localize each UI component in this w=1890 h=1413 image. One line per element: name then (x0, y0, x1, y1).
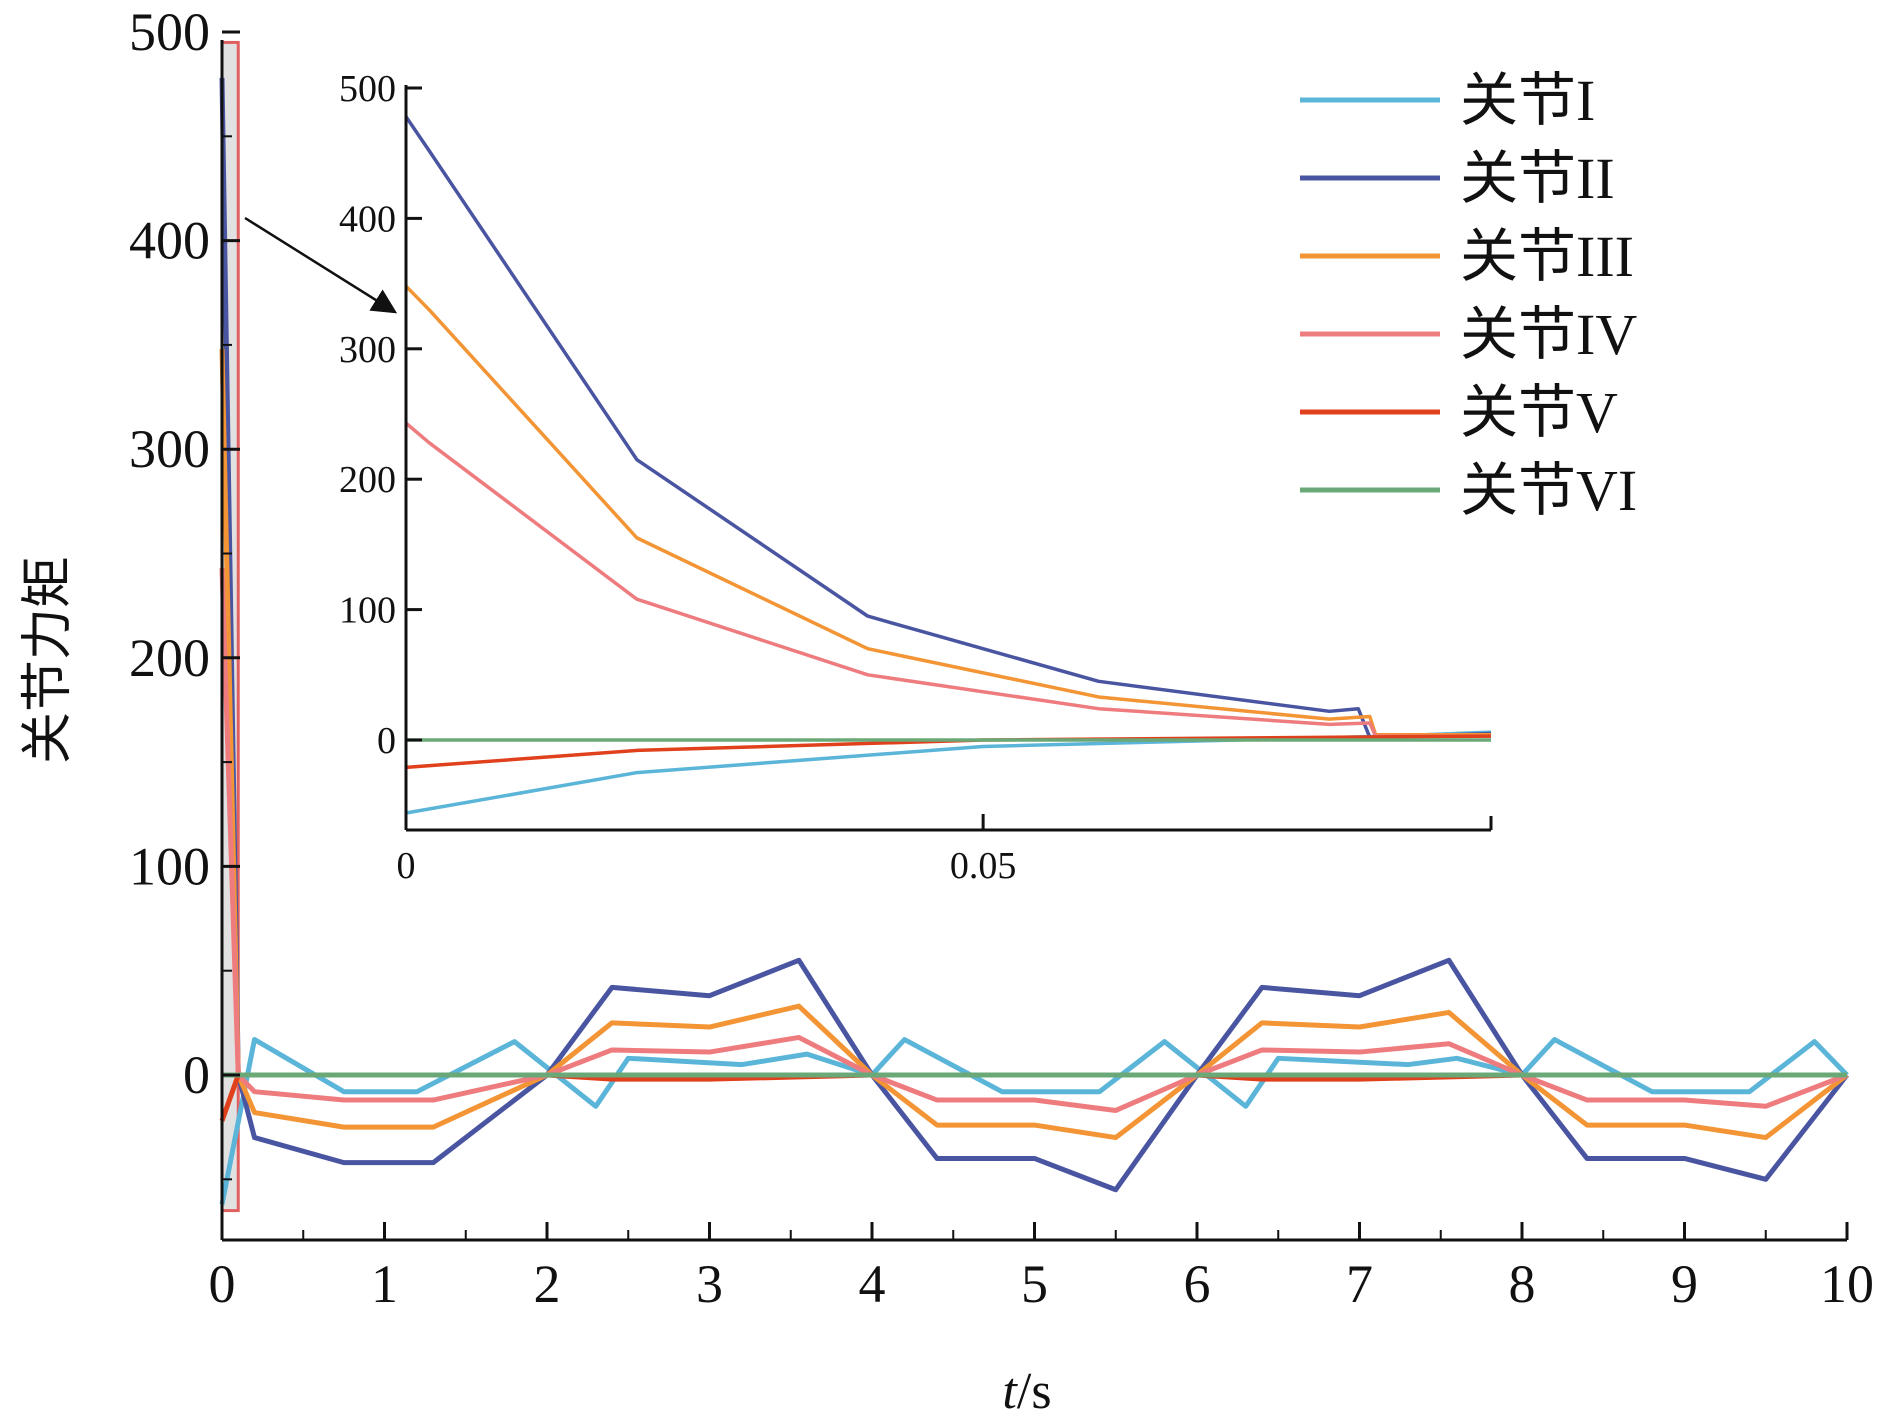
main-series-line-1 (219, 1037, 1849, 1205)
inset-axes: 0 100 200 300 400 500 0 0.05 (339, 68, 1493, 887)
x-axis-label-unit: /s (1017, 1363, 1052, 1413)
y-axis-label: 关节力矩 (20, 556, 77, 764)
y-tick-label: 100 (129, 836, 210, 896)
legend: 关节I 关节II 关节III 关节IV 关节V 关节VI (1300, 68, 1637, 523)
zoom-arrow (244, 216, 398, 314)
y-tick-label: 500 (129, 2, 210, 62)
main-series-line-2 (219, 77, 1849, 1193)
inset-series-line-4 (404, 421, 1491, 738)
main-series-group (219, 77, 1849, 1205)
legend-label: 关节IV (1460, 302, 1637, 367)
x-tick-label: 10 (1820, 1254, 1874, 1314)
inset-y-tick-label: 100 (339, 590, 396, 632)
main-series-line-3 (219, 349, 1849, 1141)
inset-y-tick-label: 200 (339, 459, 396, 501)
inset-x-tick-label: 0 (397, 845, 416, 887)
x-tick-label: 0 (209, 1254, 236, 1314)
x-tick-label: 8 (1509, 1254, 1536, 1314)
x-tick-label: 7 (1346, 1254, 1373, 1314)
y-tick-label: 300 (129, 419, 210, 479)
y-tick-label: 0 (183, 1045, 210, 1105)
y-tick-label: 400 (129, 211, 210, 271)
inset-series-line-3 (404, 284, 1491, 737)
legend-label: 关节II (1460, 146, 1615, 211)
inset-series-line-2 (404, 115, 1492, 740)
x-axis-label: t/s (1002, 1363, 1051, 1413)
inset-y-tick-label: 500 (339, 68, 396, 110)
legend-label: 关节VI (1460, 458, 1637, 523)
legend-label: 关节V (1460, 380, 1618, 445)
x-axis-label-var: t (1002, 1363, 1018, 1413)
x-tick-label: 6 (1184, 1254, 1211, 1314)
y-tick-label: 200 (129, 628, 210, 688)
x-tick-label: 3 (696, 1254, 723, 1314)
x-tick-label: 9 (1671, 1254, 1698, 1314)
inset-series-line-1 (405, 730, 1492, 815)
inset-y-tick-label: 300 (339, 329, 396, 371)
legend-label: 关节III (1460, 224, 1634, 289)
x-tick-label: 4 (859, 1254, 886, 1314)
inset-series-line-5 (405, 734, 1492, 770)
inset-x-tick-label: 0.05 (950, 845, 1017, 887)
main-axes: 0 100 200 300 400 500 0 1 2 3 4 5 6 7 8 9 10 (129, 2, 1874, 1314)
x-tick-label: 5 (1021, 1254, 1048, 1314)
inset-y-tick-label: 400 (339, 198, 396, 240)
main-series-line-4 (219, 568, 1848, 1113)
x-tick-label: 2 (534, 1254, 561, 1314)
inset-y-tick-label: 0 (377, 720, 396, 762)
x-tick-label: 1 (371, 1254, 398, 1314)
legend-label: 关节I (1460, 68, 1595, 133)
inset-series-group (404, 115, 1492, 815)
